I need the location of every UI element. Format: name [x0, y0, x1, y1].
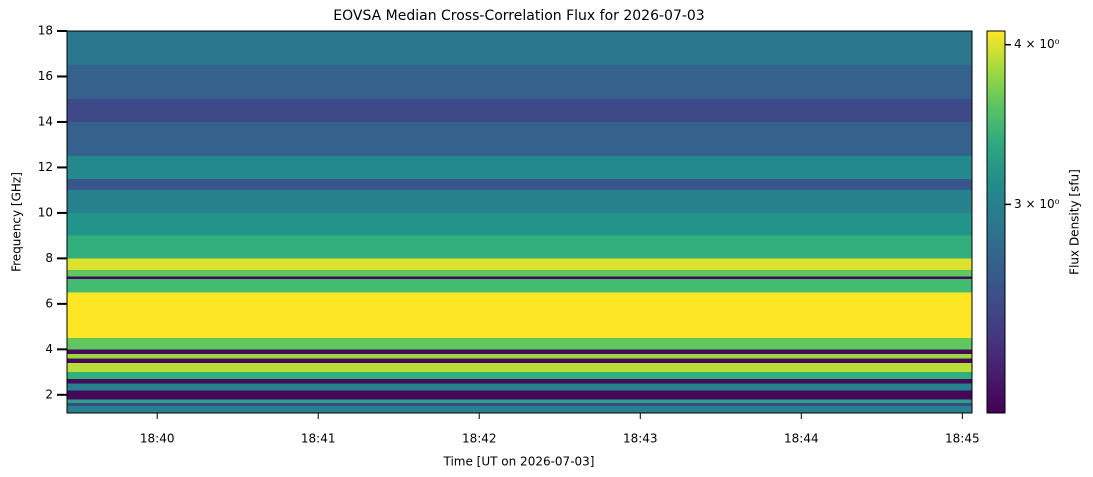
colorbar-tick-label: 4 × 10⁰: [1014, 37, 1060, 51]
heatmap-band: [67, 353, 972, 359]
heatmap-band: [67, 292, 972, 338]
heatmap-band: [67, 337, 972, 350]
x-tick-label: 18:44: [784, 432, 819, 446]
y-tick-label: 6: [45, 296, 53, 310]
heatmap-band: [67, 372, 972, 379]
heatmap-band: [67, 31, 972, 66]
heatmap-band: [67, 362, 972, 373]
y-tick-label: 14: [38, 114, 53, 128]
heatmap-band: [67, 383, 972, 391]
plot-frame: [66, 30, 973, 414]
y-tick-label: 12: [38, 160, 53, 174]
heatmap-band: [67, 258, 972, 270]
heatmap-band: [67, 378, 972, 384]
y-tick-label: 16: [38, 69, 53, 83]
y-tick-label: 18: [38, 24, 53, 38]
heatmap-band: [67, 402, 972, 407]
y-tick-label: 4: [45, 342, 53, 356]
colorbar-tick-label: 3 × 10⁰: [1014, 197, 1060, 211]
y-tick-label: 10: [38, 205, 53, 219]
y-axis-label: Frequency [GHz]: [10, 172, 24, 272]
x-tick-label: 18:42: [462, 432, 497, 446]
x-tick-label: 18:45: [945, 432, 980, 446]
heatmap-band: [67, 358, 972, 363]
heatmap-band: [67, 390, 972, 400]
heatmap-band: [67, 212, 972, 236]
x-tick-label: 18:40: [140, 432, 175, 446]
y-tick-label: 2: [45, 387, 53, 401]
colorbar: [986, 30, 1006, 414]
x-axis-label: Time [UT on 2026-07-03]: [443, 455, 595, 469]
heatmap-band: [67, 178, 972, 191]
heatmap-band: [67, 349, 972, 354]
heatmap-band: [67, 190, 972, 213]
x-tick-label: 18:43: [623, 432, 658, 446]
heatmap-band: [67, 278, 972, 293]
heatmap-band: [67, 269, 972, 277]
heatmap-band: [67, 99, 972, 122]
y-tick-label: 8: [45, 251, 53, 265]
x-tick-label: 18:41: [301, 432, 336, 446]
heatmap-band: [67, 235, 972, 259]
heatmap-band: [67, 65, 972, 100]
heatmap-band: [67, 276, 972, 279]
colorbar-label: Flux Density [sfu]: [1068, 169, 1082, 275]
chart-title: EOVSA Median Cross-Correlation Flux for …: [333, 8, 704, 24]
heatmap-band: [67, 399, 972, 403]
heatmap-band: [67, 406, 972, 413]
heatmap-band: [67, 156, 972, 179]
heatmap-band: [67, 121, 972, 157]
